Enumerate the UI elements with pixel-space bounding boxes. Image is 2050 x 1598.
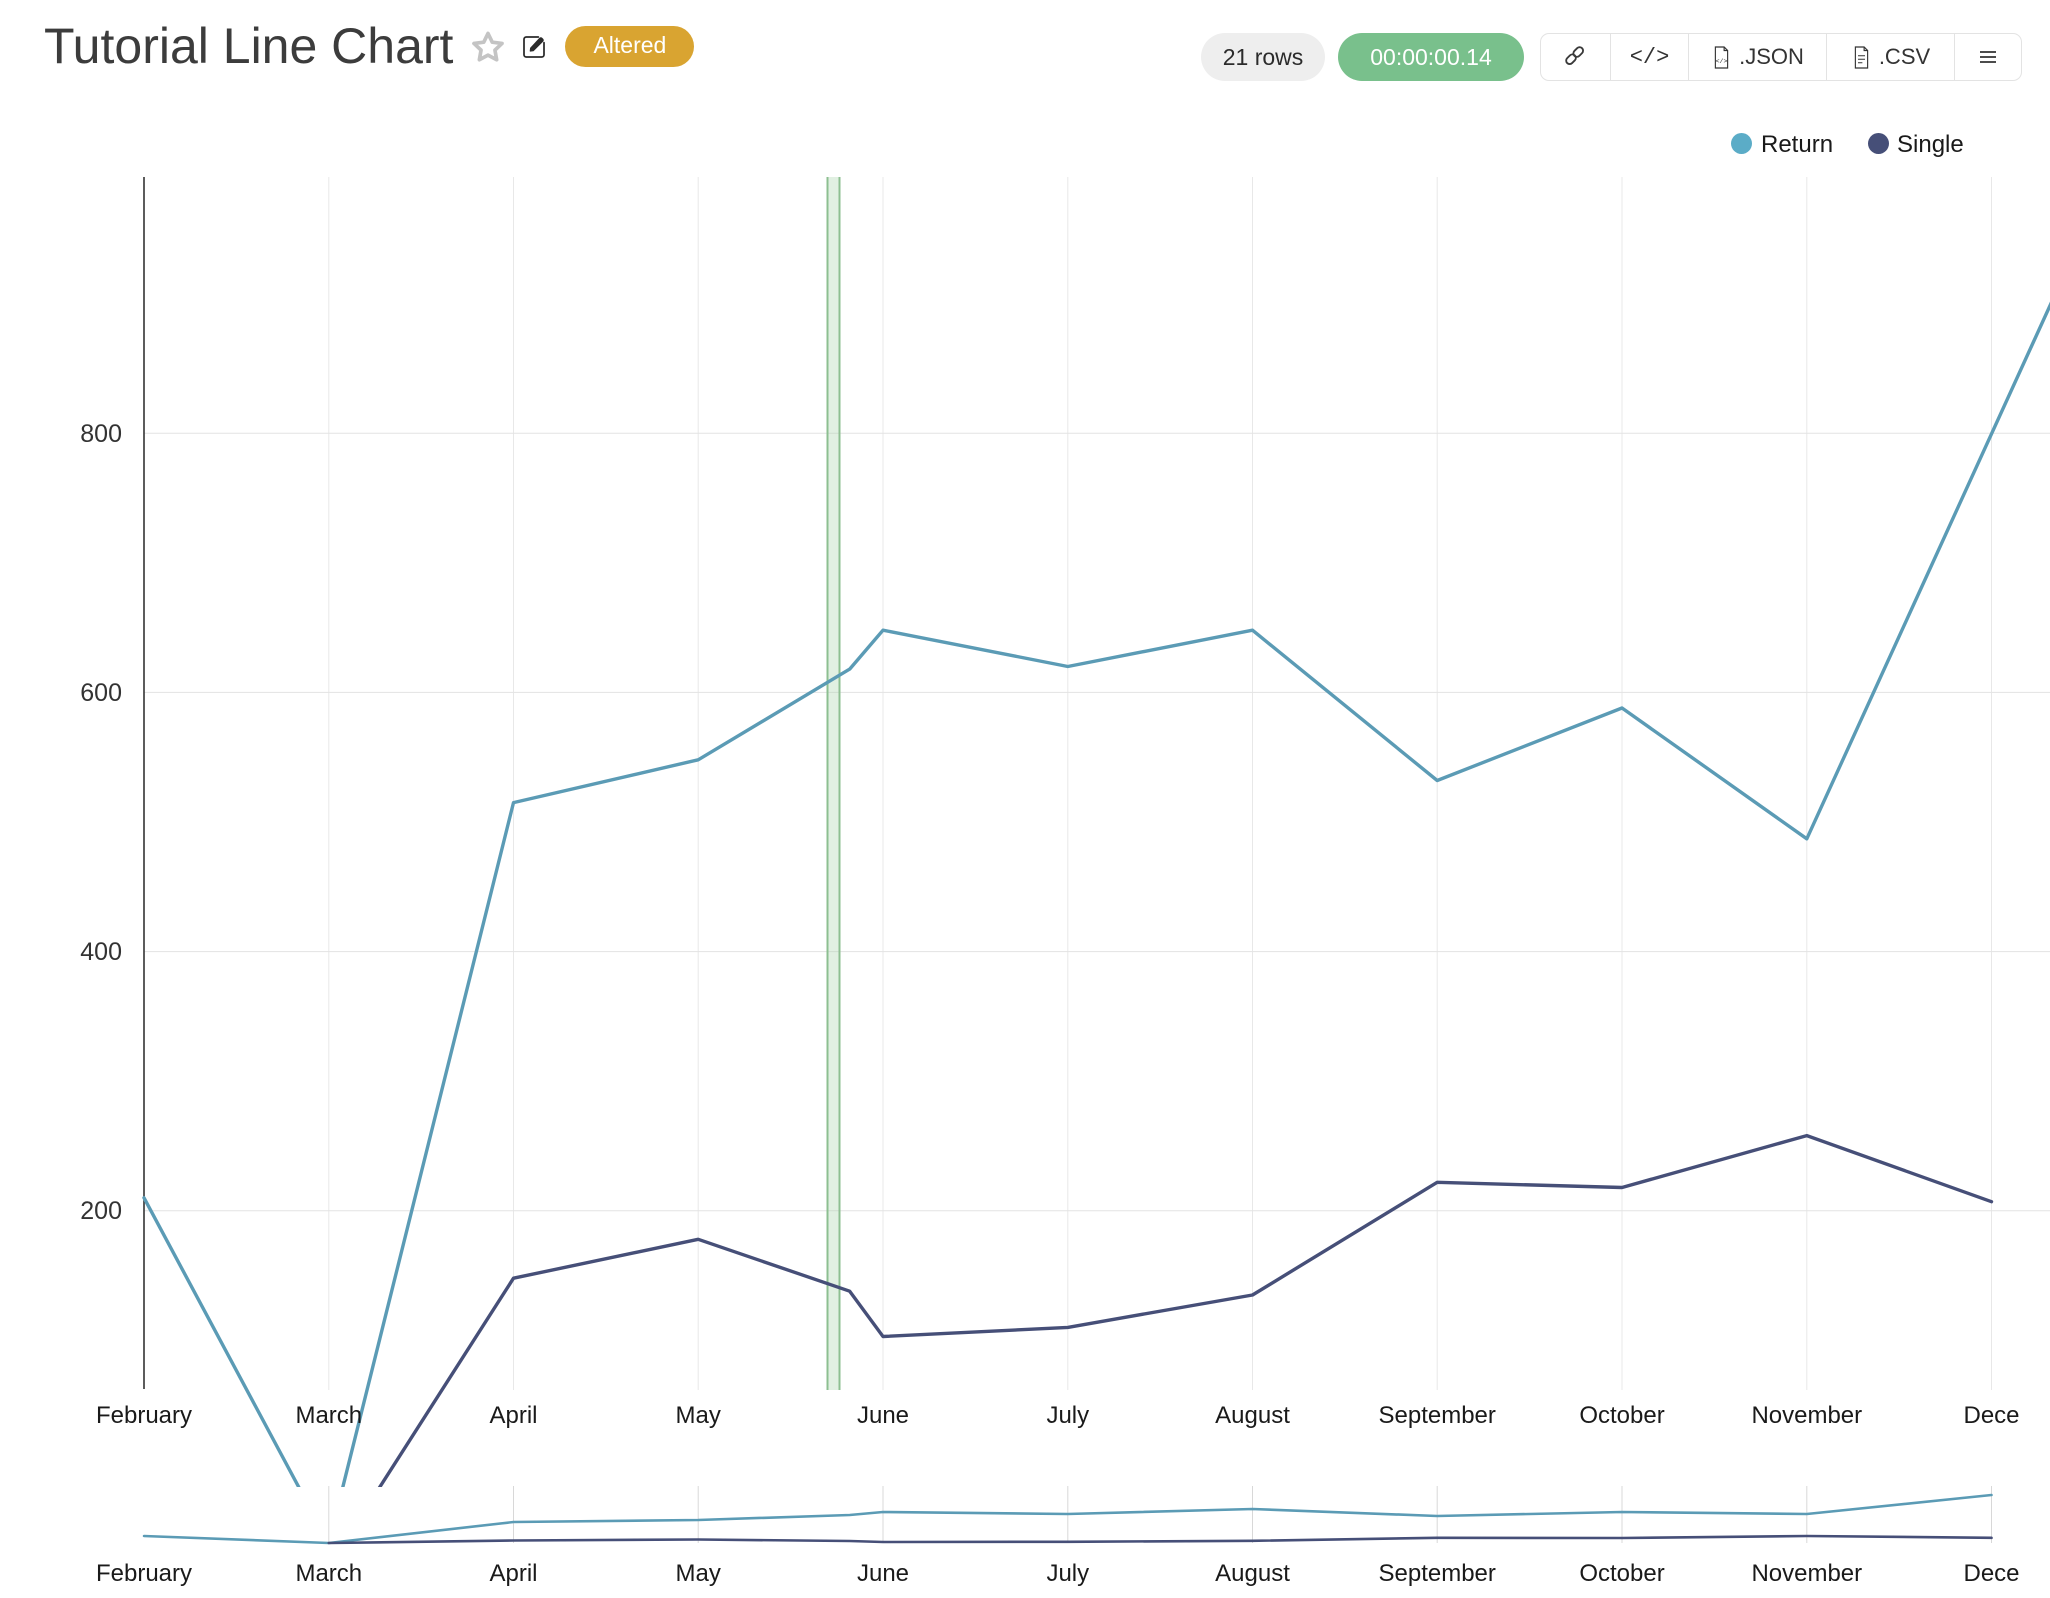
svg-text:200: 200 [80,1197,122,1225]
svg-text:May: May [676,1402,721,1429]
svg-text:March: March [295,1560,362,1587]
svg-text:</>: </> [1716,57,1728,64]
svg-text:November: November [1751,1560,1862,1587]
svg-text:October: October [1579,1560,1664,1587]
svg-text:March: March [295,1402,362,1429]
svg-text:600: 600 [80,679,122,707]
svg-text:February: February [96,1560,192,1587]
svg-text:July: July [1046,1560,1089,1587]
svg-text:June: June [857,1560,909,1587]
svg-text:Dece: Dece [1963,1560,2019,1587]
svg-text:November: November [1751,1402,1862,1429]
svg-text:August: August [1215,1560,1290,1587]
svg-text:July: July [1046,1402,1089,1429]
svg-text:April: April [489,1560,537,1587]
svg-text:April: April [489,1402,537,1429]
svg-text:September: September [1378,1402,1495,1429]
svg-text:September: September [1378,1560,1495,1587]
svg-text:October: October [1579,1402,1664,1429]
svg-text:400: 400 [80,938,122,966]
svg-text:Dece: Dece [1963,1402,2019,1429]
svg-text:June: June [857,1402,909,1429]
svg-text:May: May [676,1560,721,1587]
svg-text:August: August [1215,1402,1290,1429]
svg-text:800: 800 [80,420,122,448]
svg-text:February: February [96,1402,192,1429]
